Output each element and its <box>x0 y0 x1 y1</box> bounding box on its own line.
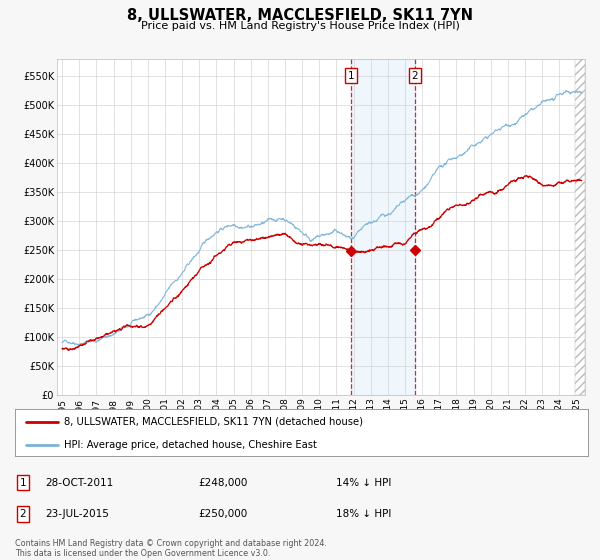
Text: Contains HM Land Registry data © Crown copyright and database right 2024.
This d: Contains HM Land Registry data © Crown c… <box>15 539 327 558</box>
Text: 23-JUL-2015: 23-JUL-2015 <box>45 509 109 519</box>
Text: 8, ULLSWATER, MACCLESFIELD, SK11 7YN (detached house): 8, ULLSWATER, MACCLESFIELD, SK11 7YN (de… <box>64 417 363 427</box>
Text: £250,000: £250,000 <box>198 509 247 519</box>
Text: HPI: Average price, detached house, Cheshire East: HPI: Average price, detached house, Ches… <box>64 440 317 450</box>
Text: 28-OCT-2011: 28-OCT-2011 <box>45 478 113 488</box>
Text: Price paid vs. HM Land Registry's House Price Index (HPI): Price paid vs. HM Land Registry's House … <box>140 21 460 31</box>
Text: 2: 2 <box>411 71 418 81</box>
Text: 18% ↓ HPI: 18% ↓ HPI <box>336 509 391 519</box>
Text: 14% ↓ HPI: 14% ↓ HPI <box>336 478 391 488</box>
Text: £248,000: £248,000 <box>198 478 247 488</box>
Text: 8, ULLSWATER, MACCLESFIELD, SK11 7YN: 8, ULLSWATER, MACCLESFIELD, SK11 7YN <box>127 8 473 24</box>
Bar <box>350 59 415 395</box>
Text: 1: 1 <box>347 71 354 81</box>
Text: 2: 2 <box>19 509 26 519</box>
Text: 1: 1 <box>19 478 26 488</box>
